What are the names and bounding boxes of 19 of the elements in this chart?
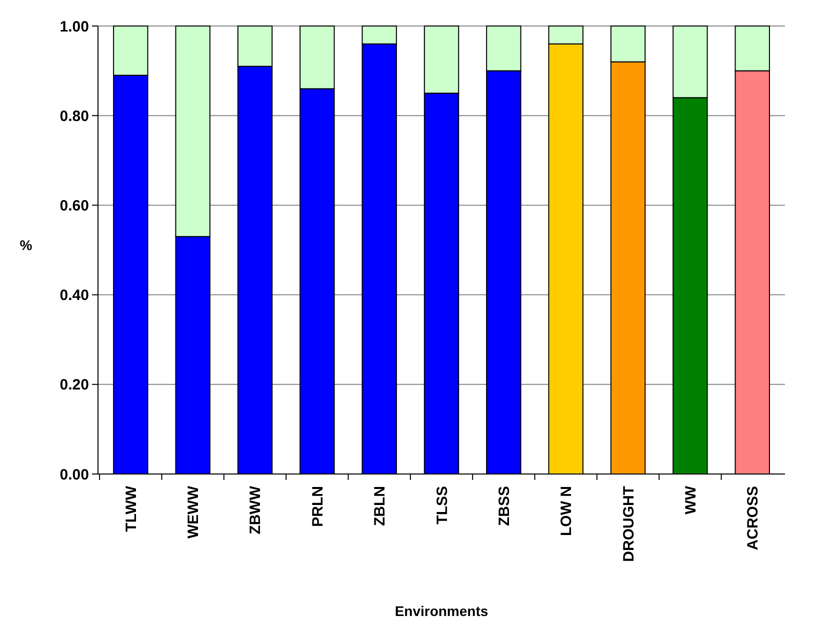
y-tick-label: 0.60 xyxy=(60,197,89,214)
y-tick-label: 0.80 xyxy=(60,108,89,125)
x-tick-label: TLSS xyxy=(434,486,451,524)
x-tick-label: ZBLN xyxy=(372,486,389,526)
x-tick-label: TLWW xyxy=(122,485,140,532)
x-tick-label: WEWW xyxy=(185,485,202,538)
x-axis-title: Environments xyxy=(394,603,488,619)
x-tick-label: WW xyxy=(682,485,700,514)
y-axis-title: % xyxy=(20,237,33,253)
y-tick-label: 0.00 xyxy=(60,466,89,484)
x-tick-label: DROUGHT xyxy=(620,486,638,562)
y-tick-label: 0.20 xyxy=(60,376,89,394)
x-tick-label: LOW N xyxy=(558,486,576,536)
x-tick-label: ACROSS xyxy=(744,486,762,550)
x-tick-label: ZBSS xyxy=(496,486,513,526)
x-tick-label: PRLN xyxy=(309,486,326,527)
y-tick-label: 1.00 xyxy=(60,18,89,36)
y-tick-label: 0.40 xyxy=(60,287,89,304)
x-tick-label: ZBWW xyxy=(247,485,264,534)
